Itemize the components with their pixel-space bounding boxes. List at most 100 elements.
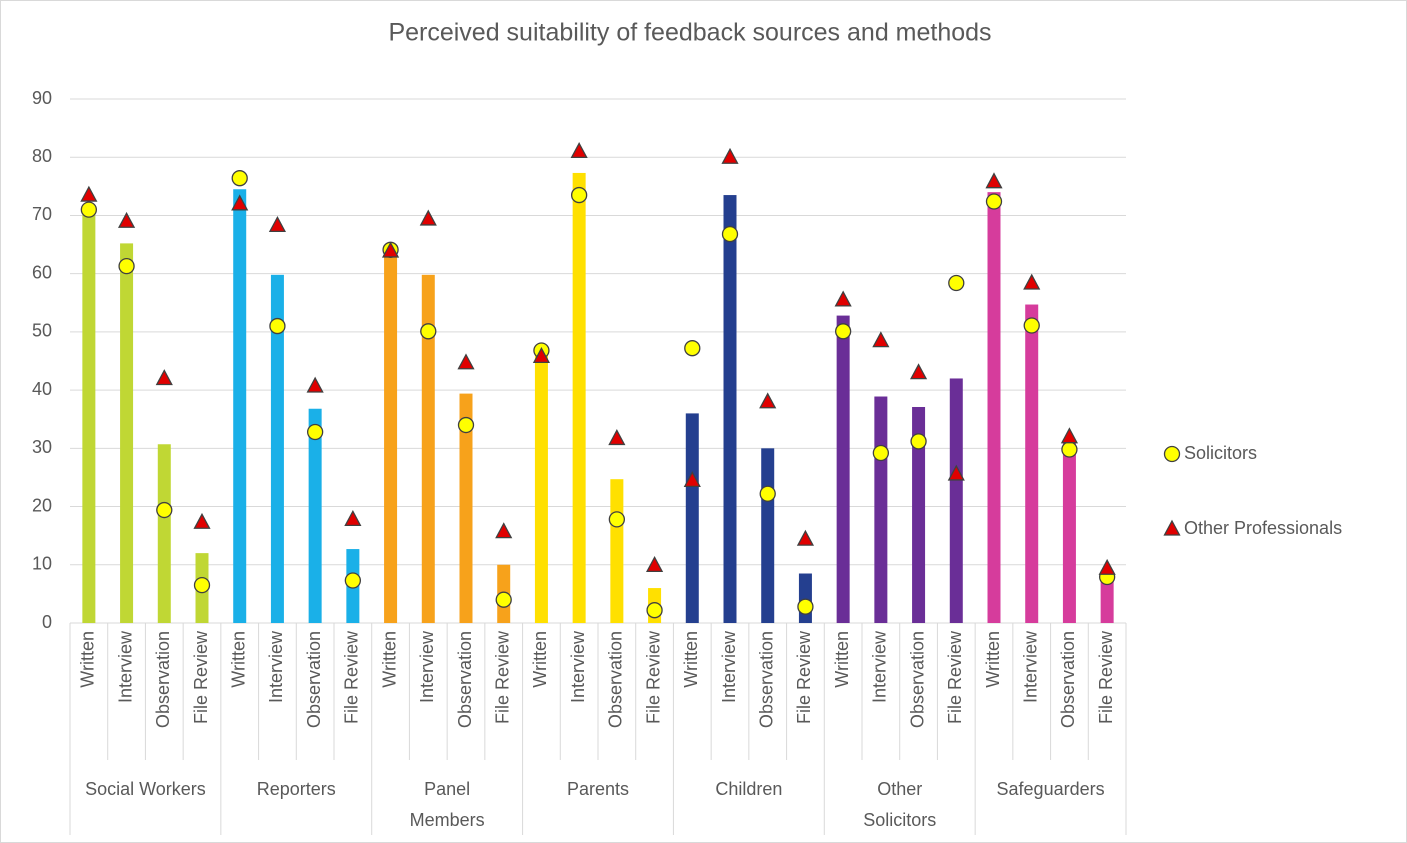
- x-tick-label: Observation: [756, 631, 776, 728]
- circle-marker: [570, 186, 588, 204]
- bar: [270, 274, 284, 623]
- legend-marker: [1163, 519, 1181, 536]
- triangle-marker: [759, 392, 777, 409]
- circle-marker: [80, 201, 98, 218]
- bar: [610, 479, 624, 623]
- group-label: Children: [715, 779, 782, 799]
- bar: [874, 396, 888, 623]
- x-tick-label: Interview: [719, 630, 739, 703]
- circle-marker: [721, 225, 739, 243]
- bar: [723, 195, 737, 624]
- x-tick-label: Interview: [568, 630, 588, 703]
- x-tick-label: Written: [228, 631, 248, 688]
- triangle-marker: [457, 353, 475, 370]
- x-tick-label: Observation: [455, 631, 475, 728]
- triangle-marker: [985, 172, 1003, 189]
- circle-marker: [872, 444, 890, 462]
- triangle-marker: [645, 555, 664, 573]
- x-tick-label: File Review: [945, 630, 965, 724]
- bar: [233, 189, 247, 623]
- legend-label: Other Professionals: [1184, 518, 1342, 538]
- circle-marker: [646, 602, 663, 619]
- group-label: Reporters: [257, 779, 336, 799]
- x-tick-label: File Review: [643, 630, 663, 724]
- x-tick-label: File Review: [794, 630, 814, 724]
- triangle-marker: [80, 185, 98, 202]
- triangle-marker: [683, 470, 701, 488]
- x-tick-label: Written: [78, 631, 98, 688]
- x-tick-label: File Review: [191, 630, 211, 724]
- group-label: Members: [410, 810, 485, 830]
- circle-marker: [608, 511, 626, 528]
- group-label: Panel: [424, 779, 470, 799]
- x-tick-label: Interview: [115, 630, 135, 703]
- circle-marker: [306, 423, 324, 441]
- triangle-marker: [155, 369, 173, 386]
- bar: [82, 209, 96, 623]
- bar: [534, 355, 548, 623]
- bar: [572, 172, 586, 624]
- triangle-marker: [495, 522, 513, 539]
- circle-marker: [495, 591, 512, 608]
- circle-marker: [759, 485, 776, 502]
- y-tick-label: 70: [32, 204, 52, 224]
- bar: [384, 250, 398, 623]
- triangle-marker: [1098, 558, 1116, 575]
- x-tick-label: Written: [681, 631, 701, 688]
- bar: [308, 408, 322, 623]
- bar: [1025, 304, 1039, 623]
- triangle-marker: [117, 211, 136, 228]
- triangle-marker: [1060, 427, 1079, 444]
- x-tick-label: Observation: [304, 631, 324, 728]
- circle-marker: [985, 193, 1003, 210]
- circle-marker: [948, 274, 965, 292]
- x-tick-label: Observation: [606, 631, 626, 728]
- y-tick-label: 0: [42, 612, 52, 632]
- triangle-marker: [419, 209, 437, 226]
- x-tick-label: Observation: [907, 631, 927, 728]
- y-tick-label: 40: [32, 379, 52, 399]
- bar: [836, 315, 850, 623]
- circle-marker: [1061, 441, 1078, 458]
- triangle-marker: [796, 529, 815, 546]
- triangle-marker: [909, 363, 928, 380]
- circle-marker: [231, 170, 248, 187]
- circle-marker: [193, 577, 211, 594]
- x-tick-label: Observation: [1058, 631, 1078, 728]
- circle-marker: [797, 598, 814, 615]
- circle-marker: [1023, 317, 1040, 334]
- triangle-marker: [947, 464, 965, 481]
- triangle-marker: [834, 290, 852, 307]
- triangle-marker: [1023, 273, 1041, 290]
- triangle-marker: [231, 194, 249, 211]
- y-tick-label: 60: [32, 262, 52, 282]
- bar: [761, 448, 775, 623]
- x-tick-label: File Review: [492, 630, 512, 724]
- triangle-marker: [268, 215, 287, 232]
- circle-marker: [269, 317, 286, 335]
- y-tick-label: 10: [32, 554, 52, 574]
- y-tick-label: 50: [32, 321, 52, 341]
- group-label: Parents: [567, 779, 629, 799]
- y-tick-label: 20: [32, 495, 52, 515]
- triangle-marker: [193, 512, 211, 529]
- triangle-marker: [872, 331, 890, 348]
- x-tick-label: Interview: [1020, 630, 1040, 703]
- circle-marker: [118, 257, 135, 275]
- triangle-marker: [344, 509, 362, 527]
- triangle-marker: [532, 346, 551, 363]
- bar: [685, 413, 699, 623]
- group-label: Safeguarders: [997, 779, 1105, 799]
- circle-marker: [684, 340, 701, 357]
- triangle-marker: [381, 241, 400, 258]
- group-label: Solicitors: [863, 810, 936, 830]
- circle-marker: [834, 323, 852, 340]
- y-tick-label: 80: [32, 146, 52, 166]
- bar: [120, 243, 134, 623]
- x-tick-label: Observation: [153, 631, 173, 728]
- bar: [798, 573, 812, 623]
- x-tick-label: File Review: [1096, 630, 1116, 724]
- x-tick-label: Written: [832, 631, 852, 688]
